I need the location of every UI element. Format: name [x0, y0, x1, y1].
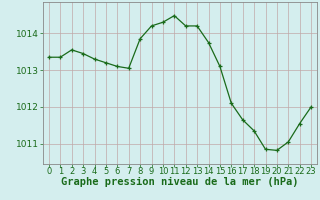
X-axis label: Graphe pression niveau de la mer (hPa): Graphe pression niveau de la mer (hPa) — [61, 177, 299, 187]
